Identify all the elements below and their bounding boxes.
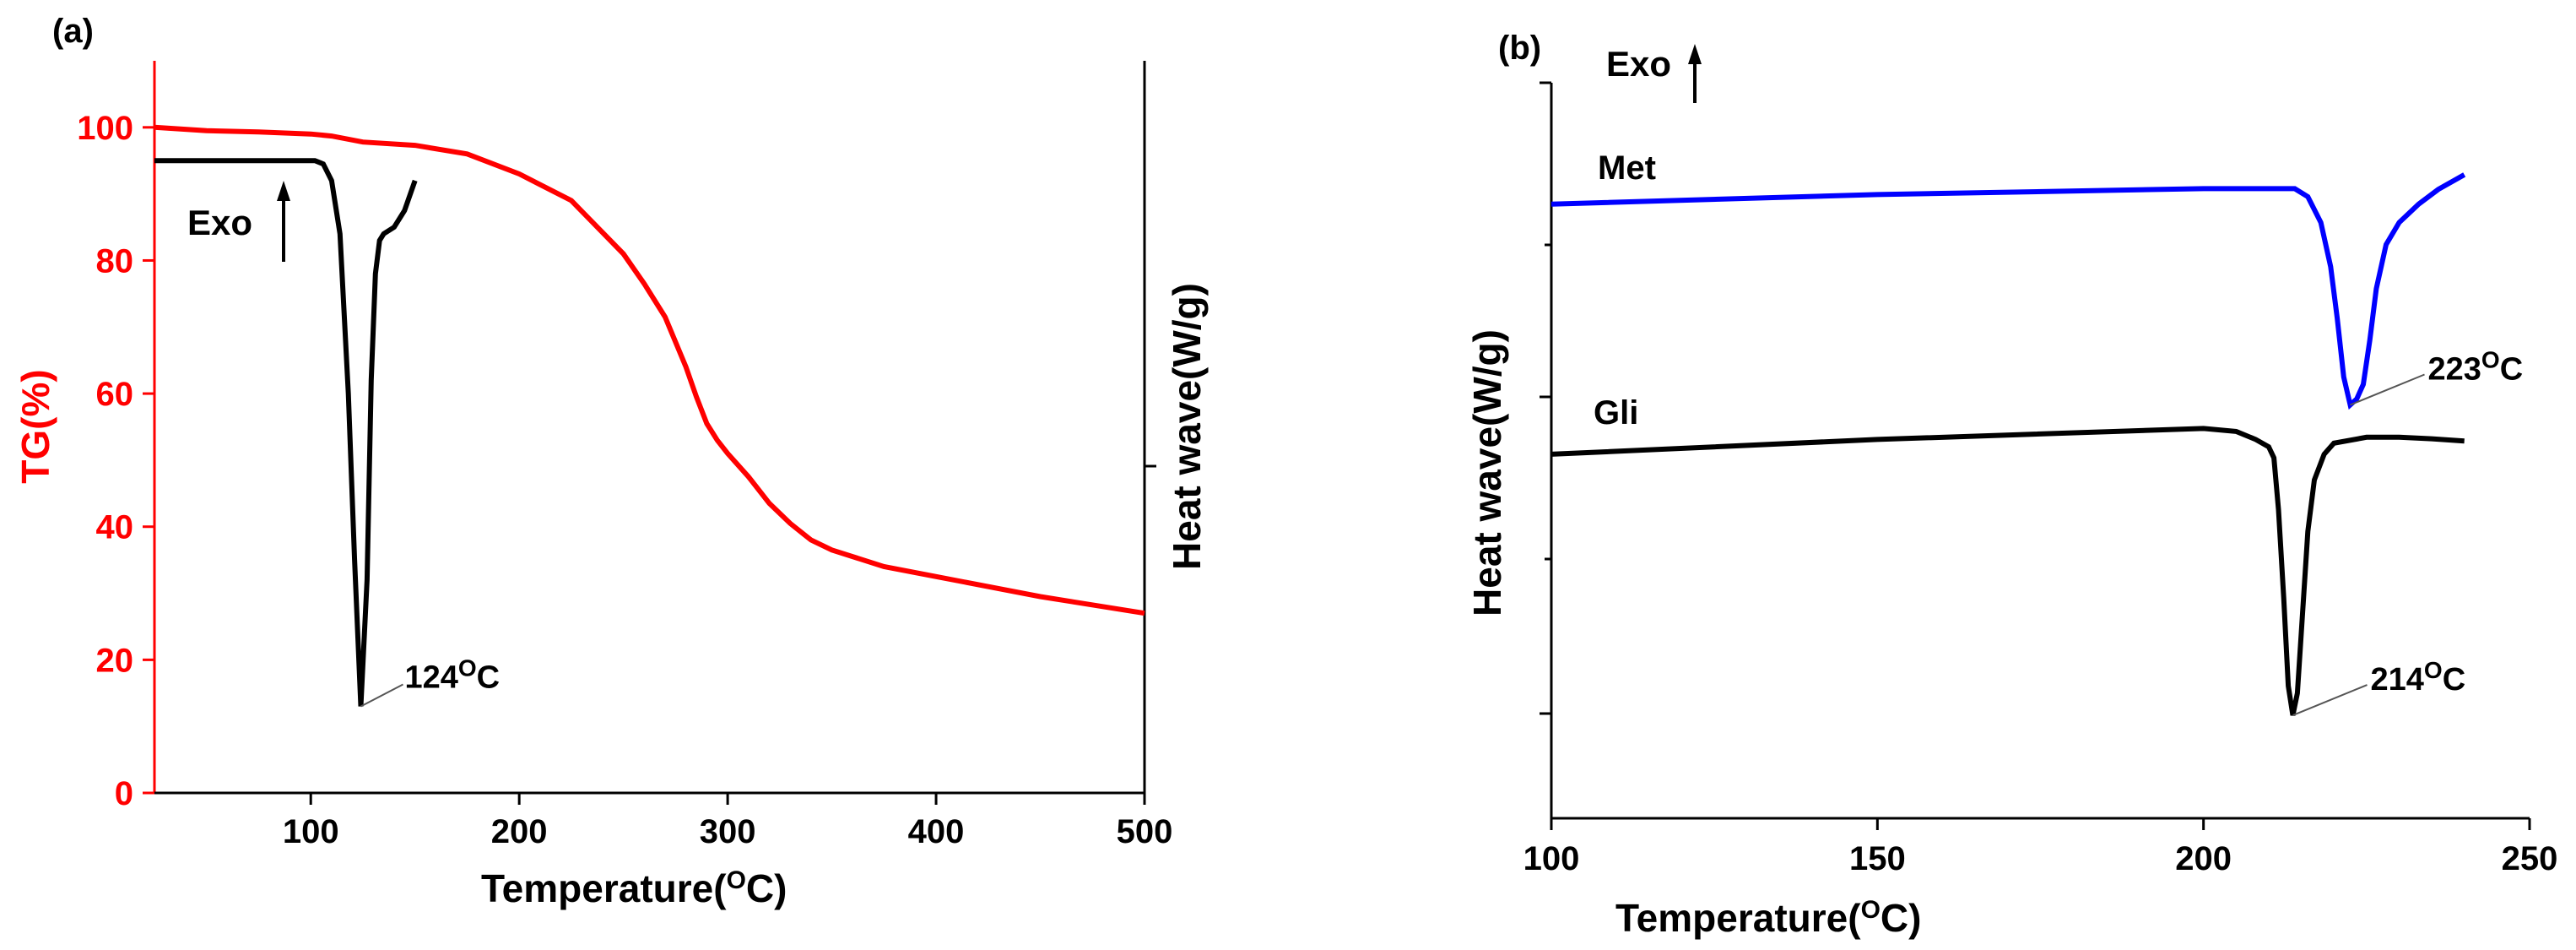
x-tick-label: 400 <box>908 813 965 850</box>
panel-b-y-title: Heat wave(W/g) <box>1465 329 1509 616</box>
panel-a-arrow-head <box>277 181 290 201</box>
panel-a-y-ticks: 0 20 40 60 80 100 <box>77 110 154 812</box>
panel-a-x-title-main: Temperature( <box>481 866 727 910</box>
panel-a-label: (a) <box>52 13 94 50</box>
panel-b-x-title-main: Temperature( <box>1615 896 1861 940</box>
x-tick-label: 250 <box>2502 840 2558 877</box>
panel-a-x-title: Temperature(OC) <box>481 866 787 910</box>
panel-a-exo-label: Exo <box>187 203 252 242</box>
y-tick-label: 0 <box>115 775 133 812</box>
panel-b-gli-peak-label: 214OC <box>2371 657 2466 698</box>
y-tick-label: 20 <box>96 642 134 679</box>
panel-b-gli-peak-sup: O <box>2424 657 2443 683</box>
panel-b-x-title-sup: O <box>1861 896 1881 924</box>
panel-b-met-peak-tail: C <box>2500 351 2523 387</box>
panel-a-x-title-sup: O <box>727 866 746 894</box>
panel-a-peak-label: 124OC <box>404 655 500 696</box>
panel-b-met-peak-sup: O <box>2481 346 2500 372</box>
x-tick-label: 500 <box>1117 813 1173 850</box>
panel-a-y-right-title: Heat wave(W/g) <box>1165 283 1209 570</box>
panel-a-x-ticks: 100 200 300 400 500 <box>283 793 1173 850</box>
panel-b-met-peak-value: 223 <box>2428 351 2481 387</box>
panel-b-up-arrow-icon <box>1688 44 1702 103</box>
panel-b-x-ticks: 100 150 200 250 <box>1523 818 2558 877</box>
panel-b-met-line <box>1550 172 2466 410</box>
panel-b-gli-line <box>1550 426 2465 716</box>
panel-a: (a) 100 200 300 400 500 0 20 40 60 80 100 Tempera… <box>14 13 1209 910</box>
panel-b: (b) 100 150 200 250 Temperature(OC) Heat wa… <box>1465 30 2557 940</box>
panel-a-tg-line <box>154 124 1145 616</box>
y-tick-label: 40 <box>96 509 134 546</box>
panel-b-exo-label: Exo <box>1606 44 1671 84</box>
panel-a-peak-sup: O <box>458 655 477 681</box>
panel-a-dsc-line <box>154 158 418 707</box>
panel-b-gli-label: Gli <box>1594 394 1638 432</box>
panel-b-gli-peak-leader-line <box>2292 684 2368 716</box>
panel-b-met-peak-label: 223OC <box>2428 346 2524 387</box>
panel-a-peak-tail: C <box>477 660 500 696</box>
panel-b-met-label: Met <box>1598 149 1656 187</box>
panel-b-gli-peak-tail: C <box>2443 662 2465 698</box>
y-tick-label: 80 <box>96 242 134 280</box>
x-tick-label: 200 <box>491 813 548 850</box>
panel-b-arrow-head <box>1688 44 1702 64</box>
panel-b-label: (b) <box>1498 30 1541 67</box>
panel-b-met-peak-leader-line <box>2350 373 2425 406</box>
panel-a-y-left-title: TG(%) <box>14 369 57 483</box>
x-tick-label: 100 <box>283 813 339 850</box>
panel-b-gli-peak-value: 214 <box>2371 662 2424 698</box>
x-tick-label: 300 <box>700 813 756 850</box>
panel-b-x-title: Temperature(OC) <box>1615 896 1921 940</box>
panel-a-x-title-tail: C) <box>746 866 787 910</box>
x-tick-label: 100 <box>1523 840 1580 877</box>
panel-a-peak-leader-line <box>360 683 403 708</box>
x-tick-label: 150 <box>1849 840 1906 877</box>
panel-a-up-arrow-icon <box>277 181 290 262</box>
y-tick-label: 60 <box>96 376 134 413</box>
panel-b-x-title-tail: C) <box>1881 896 1922 940</box>
y-tick-label: 100 <box>77 110 133 147</box>
x-tick-label: 200 <box>2175 840 2232 877</box>
panel-a-peak-value: 124 <box>404 660 457 696</box>
